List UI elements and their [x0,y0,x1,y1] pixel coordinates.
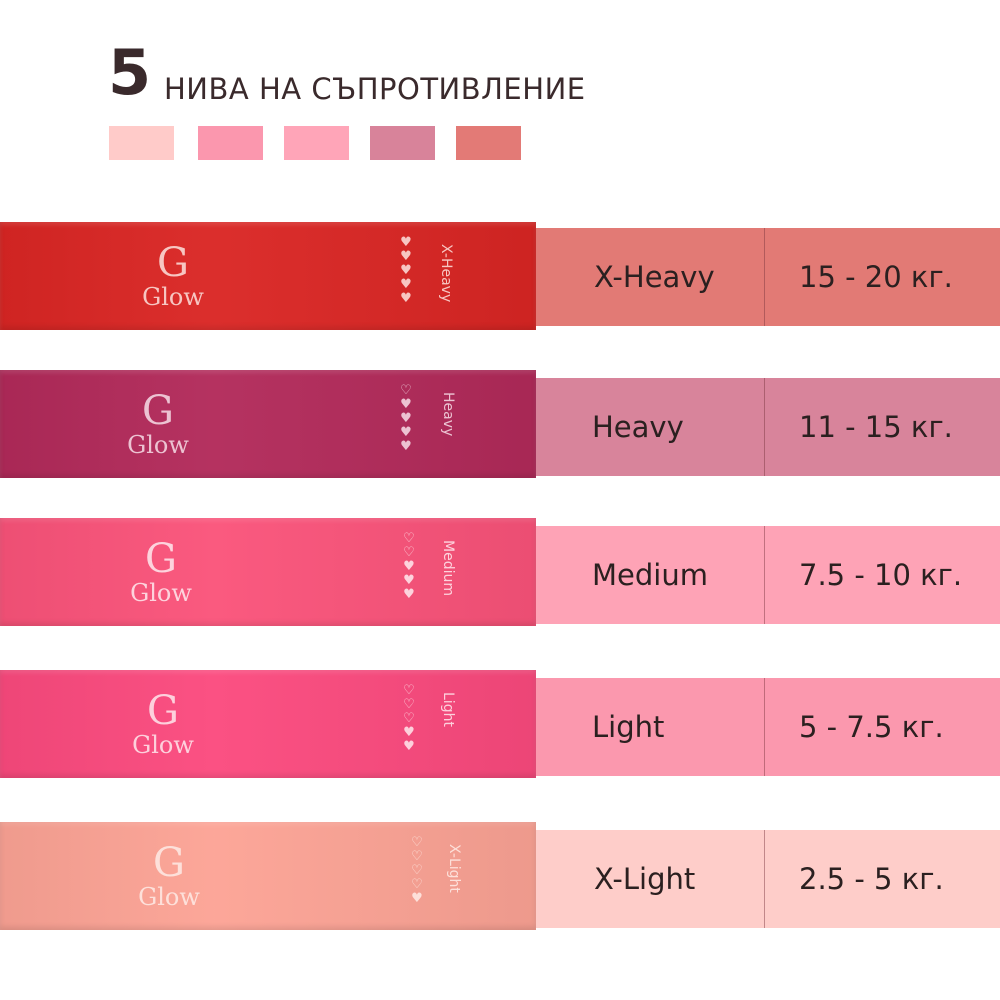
resistance-band: G Glow ♡ ♡ ♡ ♡ ♥ X-Light [0,822,536,930]
level-name-cell: X-Light [536,830,764,928]
logo-word: Glow [130,579,192,607]
band-label: X-Heavy [438,244,454,303]
heart-filled-icon: ♥ [403,725,415,740]
strength-hearts: ♥ ♥ ♥ ♥ ♥ [398,236,414,306]
heart-filled-icon: ♥ [411,891,423,906]
logo-letter: G [147,688,179,734]
level-name-cell: Light [536,678,764,776]
weight-range: 7.5 - 10 кг. [799,558,963,592]
weight-range: 11 - 15 кг. [799,410,953,444]
strength-hearts: ♡ ♡ ♡ ♡ ♥ [409,836,425,906]
weight-range-cell: 11 - 15 кг. [764,378,1000,476]
level-name: Light [592,710,665,744]
color-swatch [109,126,174,160]
logo-letter: G [157,240,189,286]
levels-count: 5 [108,36,152,109]
weight-range-cell: 2.5 - 5 кг. [764,830,1000,928]
logo-word: Glow [132,731,194,759]
level-name-cell: Medium [536,526,764,624]
heart-filled-icon: ♥ [400,291,412,306]
band-label: Light [440,692,456,727]
logo-word: Glow [127,431,189,459]
resistance-band: G Glow ♡ ♡ ♡ ♥ ♥ Light [0,670,536,778]
heart-filled-icon: ♥ [403,739,415,754]
heart-outline-icon: ♡ [400,383,412,398]
heart-outline-icon: ♡ [411,863,423,878]
heart-filled-icon: ♥ [400,397,412,412]
level-name: X-Heavy [594,260,715,294]
heart-filled-icon: ♥ [403,573,415,588]
resistance-band: G Glow ♡ ♡ ♥ ♥ ♥ Medium [0,518,536,626]
level-name: X-Light [594,862,696,896]
heart-filled-icon: ♥ [400,439,412,454]
color-swatch [198,126,263,160]
heart-outline-icon: ♡ [403,545,415,560]
weight-range: 15 - 20 кг. [799,260,953,294]
heart-outline-icon: ♡ [403,683,415,698]
page-title: НИВА НА СЪПРОТИВЛЕНИЕ [164,72,586,106]
level-name: Medium [592,558,708,592]
heart-outline-icon: ♡ [411,835,423,850]
weight-range-cell: 5 - 7.5 кг. [764,678,1000,776]
level-name-cell: Heavy [536,378,764,476]
resistance-band: G Glow ♥ ♥ ♥ ♥ ♥ X-Heavy [0,222,536,330]
color-swatch [370,126,435,160]
heart-filled-icon: ♥ [400,411,412,426]
weight-range-cell: 7.5 - 10 кг. [764,526,1000,624]
color-swatch [284,126,349,160]
heart-outline-icon: ♡ [403,531,415,546]
level-name: Heavy [592,410,684,444]
heart-filled-icon: ♥ [403,587,415,602]
heart-filled-icon: ♥ [400,235,412,250]
heart-filled-icon: ♥ [400,425,412,440]
band-label: X-Light [446,844,462,893]
glow-logo: G Glow [124,842,214,910]
glow-logo: G Glow [116,538,206,606]
heart-outline-icon: ♡ [411,877,423,892]
logo-letter: G [153,840,185,886]
heart-outline-icon: ♡ [403,697,415,712]
level-name-cell: X-Heavy [536,228,764,326]
strength-hearts: ♡ ♡ ♡ ♥ ♥ [401,684,417,754]
resistance-band: G Glow ♡ ♥ ♥ ♥ ♥ Heavy [0,370,536,478]
glow-logo: G Glow [128,242,218,310]
weight-range-cell: 15 - 20 кг. [764,228,1000,326]
heart-filled-icon: ♥ [400,277,412,292]
heart-outline-icon: ♡ [411,849,423,864]
logo-letter: G [145,536,177,582]
strength-hearts: ♡ ♥ ♥ ♥ ♥ [398,384,414,454]
logo-letter: G [142,388,174,434]
heart-filled-icon: ♥ [403,559,415,574]
band-label: Heavy [440,392,456,437]
weight-range: 5 - 7.5 кг. [799,710,944,744]
glow-logo: G Glow [118,690,208,758]
strength-hearts: ♡ ♡ ♥ ♥ ♥ [401,532,417,602]
glow-logo: G Glow [113,390,203,458]
heart-outline-icon: ♡ [403,711,415,726]
heart-filled-icon: ♥ [400,249,412,264]
logo-word: Glow [138,883,200,911]
logo-word: Glow [142,283,204,311]
color-swatch [456,126,521,160]
weight-range: 2.5 - 5 кг. [799,862,944,896]
heart-filled-icon: ♥ [400,263,412,278]
band-label: Medium [440,540,456,596]
